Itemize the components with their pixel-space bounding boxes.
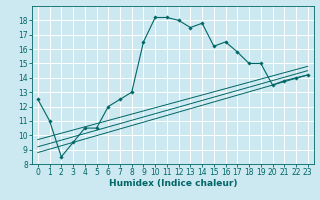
X-axis label: Humidex (Indice chaleur): Humidex (Indice chaleur) — [108, 179, 237, 188]
